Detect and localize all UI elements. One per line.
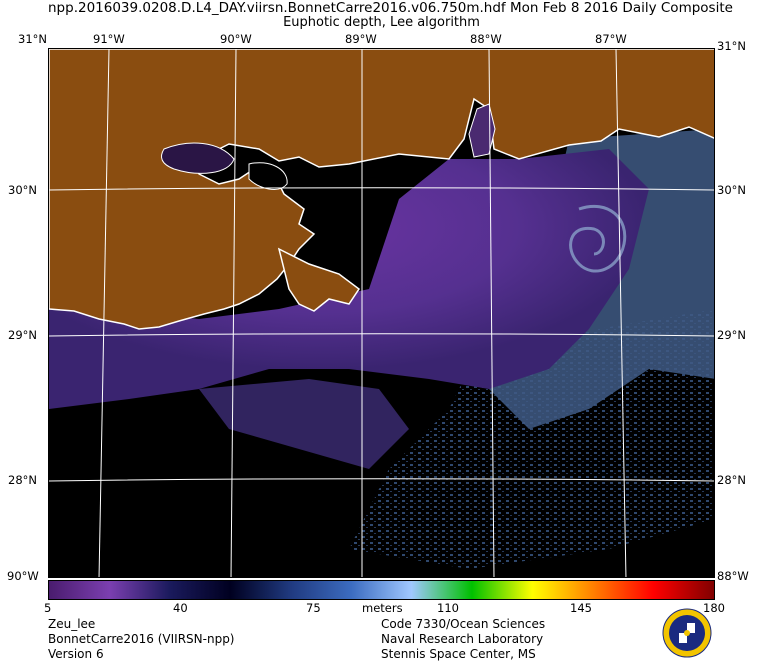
- nrl-seal-logo: [662, 608, 712, 658]
- lake-pontchartrain: [161, 142, 235, 174]
- org-name: Naval Research Laboratory: [381, 632, 544, 646]
- parallel-30n: [49, 187, 714, 191]
- bird-foot-delta: [277, 247, 361, 312]
- lon-label-88w: 88°W: [470, 32, 502, 46]
- lat-label-28n-right: 28°N: [717, 473, 746, 487]
- color-scale-bar: [48, 580, 715, 600]
- lat-label-30n-right: 30°N: [717, 183, 746, 197]
- colorbar-tick-180: 180: [703, 601, 725, 615]
- image-subtitle: Euphotic depth, Lee algorithm: [283, 15, 480, 30]
- meridian-90w: [230, 49, 237, 577]
- plume-water: [49, 149, 649, 409]
- lat-label-28n-left: 28°N: [8, 473, 37, 487]
- plume-tongue: [199, 379, 409, 469]
- corner-label-bottom-left: 90°W: [7, 569, 39, 583]
- colorbar-tick-145: 145: [570, 601, 592, 615]
- lat-label-30n-left: 30°N: [8, 183, 37, 197]
- footer-left: Zeu_lee BonnetCarre2016 (VIIRSN-npp) Ver…: [48, 617, 235, 662]
- lake-borgne: [248, 162, 288, 190]
- lat-label-29n-right: 29°N: [717, 328, 746, 342]
- map-image: [49, 49, 714, 577]
- colorbar-tick-5: 5: [44, 601, 52, 615]
- corner-label-top-right: 31°N: [717, 39, 746, 53]
- colorbar-tick-75: 75: [306, 601, 321, 615]
- product-name: Zeu_lee: [48, 617, 96, 631]
- lat-label-29n-left: 29°N: [8, 328, 37, 342]
- dataset-name: BonnetCarre2016 (VIIRSN-npp): [48, 632, 235, 646]
- version-label: Version 6: [48, 647, 104, 661]
- meridian-87w: [615, 49, 627, 577]
- org-code: Code 7330/Ocean Sciences: [381, 617, 546, 631]
- org-location: Stennis Space Center, MS: [381, 647, 536, 661]
- meridian-91w: [98, 49, 110, 577]
- colorbar-tick-110: 110: [437, 601, 459, 615]
- mobile-bay: [468, 103, 496, 158]
- colorbar-unit: meters: [362, 601, 403, 615]
- map-panel: [48, 48, 715, 578]
- lon-label-87w: 87°W: [595, 32, 627, 46]
- lon-label-91w: 91°W: [93, 32, 125, 46]
- lon-label-90w: 90°W: [220, 32, 252, 46]
- corner-label-top-left: 31°N: [18, 32, 47, 46]
- corner-label-bottom-right: 88°W: [717, 569, 749, 583]
- colorbar-tick-40: 40: [173, 601, 188, 615]
- land: [49, 49, 714, 330]
- parallel-29n: [49, 333, 714, 337]
- lon-label-89w: 89°W: [345, 32, 377, 46]
- image-title: npp.2016039.0208.D.L4_DAY.viirsn.BonnetC…: [48, 0, 733, 16]
- footer-right: Code 7330/Ocean Sciences Naval Research …: [381, 617, 545, 662]
- meridian-88w: [488, 49, 495, 577]
- graticule: [49, 49, 714, 577]
- parallel-28n: [49, 478, 714, 482]
- eddy: [569, 204, 627, 273]
